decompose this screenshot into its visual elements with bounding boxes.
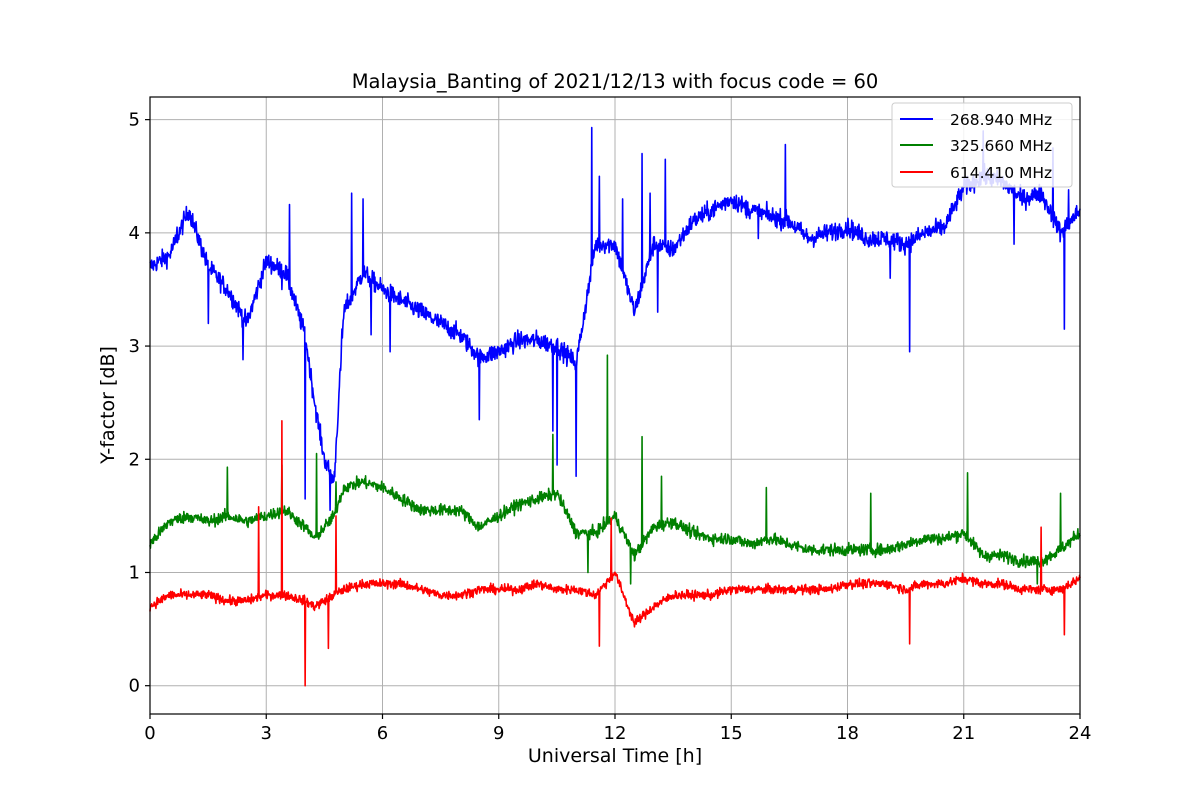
- chart-title: Malaysia_Banting of 2021/12/13 with focu…: [352, 70, 879, 93]
- x-tick-label: 18: [836, 723, 859, 744]
- x-tick-label: 0: [144, 723, 155, 744]
- x-tick-label: 24: [1069, 723, 1092, 744]
- y-tick-label: 0: [129, 676, 140, 697]
- series-line-0: [149, 126, 1081, 512]
- y-tick-label: 4: [129, 223, 140, 244]
- legend-label-268: 268.940 MHz: [950, 111, 1052, 129]
- series-line-2: [149, 419, 1081, 687]
- y-axis-label: Y-factor [dB]: [97, 346, 119, 465]
- y-tick-label: 5: [129, 110, 140, 131]
- x-tick-label: 3: [261, 723, 272, 744]
- y-tick-label: 2: [129, 449, 140, 470]
- legend-label-614: 614.410 MHz: [950, 164, 1052, 182]
- x-tick-label: 6: [377, 723, 388, 744]
- x-tick-label: 21: [952, 723, 975, 744]
- x-tick-label: 9: [493, 723, 504, 744]
- x-tick-label: 15: [720, 723, 743, 744]
- x-tick-label: 12: [604, 723, 627, 744]
- series-line-1: [149, 354, 1081, 585]
- legend-box: [891, 102, 1073, 188]
- x-axis-label: Universal Time [h]: [528, 745, 702, 767]
- y-tick-label: 1: [129, 562, 140, 583]
- legend: 268.940 MHz 325.660 MHz 614.410 MHz: [891, 102, 1073, 188]
- legend-label-325: 325.660 MHz: [950, 137, 1052, 155]
- y-tick-label: 3: [129, 336, 140, 357]
- series-layer: [149, 126, 1081, 687]
